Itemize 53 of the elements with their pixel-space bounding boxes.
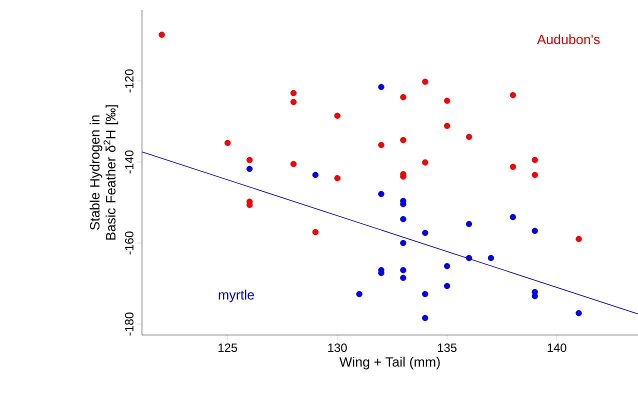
point	[290, 160, 297, 168]
point	[400, 136, 406, 144]
point	[334, 112, 340, 119]
point	[532, 228, 538, 234]
point	[400, 267, 406, 274]
point	[378, 190, 384, 198]
text: Audubon's	[537, 34, 600, 44]
y-tick-label: -180	[125, 312, 134, 336]
point	[466, 220, 472, 228]
y-tick-label: -140	[125, 150, 134, 174]
point	[224, 140, 231, 146]
point	[444, 263, 450, 270]
point	[444, 122, 450, 129]
point	[422, 290, 428, 298]
point	[312, 228, 318, 236]
point	[510, 164, 516, 170]
point	[356, 290, 362, 298]
x-tick-label: 135	[438, 344, 457, 352]
x-tick-label: 125	[218, 344, 238, 352]
point	[400, 94, 406, 100]
point	[378, 142, 384, 148]
point	[422, 314, 428, 322]
point	[290, 98, 297, 106]
point	[290, 90, 297, 96]
point	[422, 78, 428, 85]
point	[378, 84, 384, 90]
point	[422, 159, 428, 166]
x-tick-label: 130	[328, 344, 347, 352]
point	[510, 214, 516, 220]
point	[466, 254, 472, 262]
point	[312, 172, 318, 178]
point	[576, 236, 582, 242]
point	[532, 156, 538, 164]
x-axis-title: Wing + Tail (mm)	[339, 356, 440, 370]
point	[400, 274, 406, 281]
text: myrtle	[218, 290, 254, 302]
point	[422, 230, 428, 236]
point	[488, 254, 494, 262]
x-tick-label: 140	[548, 344, 566, 352]
point	[334, 175, 340, 182]
point	[444, 98, 450, 104]
point	[400, 216, 406, 222]
point	[532, 172, 538, 178]
point	[400, 240, 406, 246]
y-tick-label: -160	[125, 232, 134, 254]
point	[246, 166, 253, 172]
point	[246, 156, 253, 164]
point	[510, 92, 516, 98]
point	[158, 32, 165, 38]
y-tick-label: -120	[125, 69, 134, 92]
point	[466, 134, 472, 140]
point	[444, 282, 450, 290]
point	[576, 310, 582, 316]
